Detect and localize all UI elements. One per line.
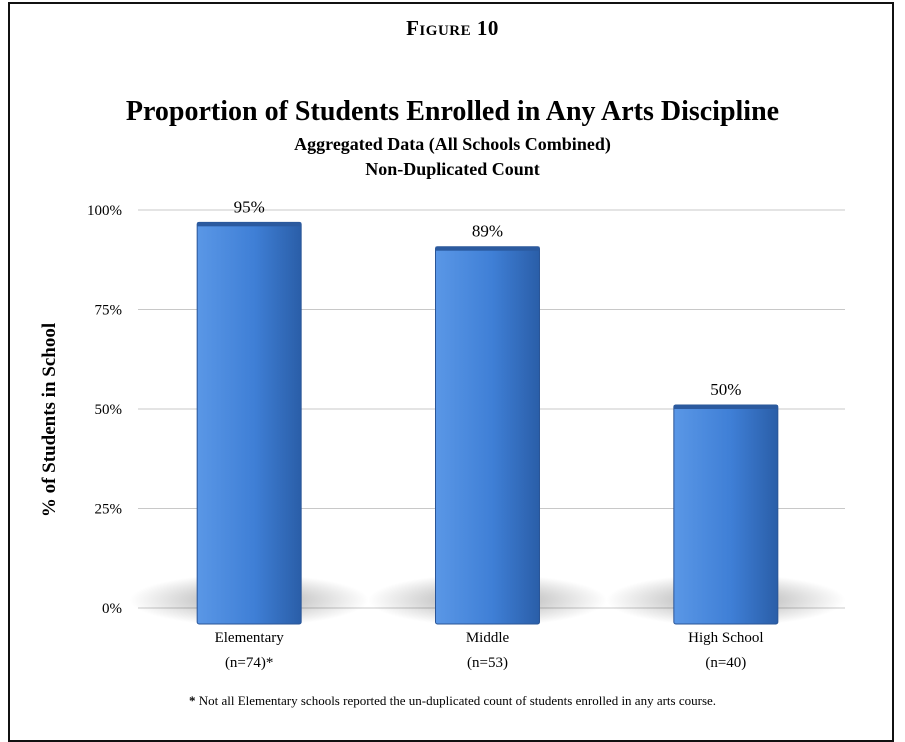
- footnote-marker: *: [188, 693, 196, 708]
- figure-label: Figure 10: [406, 16, 499, 40]
- y-tick-label: 25%: [95, 502, 123, 518]
- bar-top: [435, 246, 540, 251]
- data-label: 95%: [234, 197, 265, 216]
- bar: [435, 246, 540, 625]
- y-tick-label: 75%: [95, 303, 123, 319]
- x-tick-note: (n=74)*: [225, 655, 273, 671]
- chart-subtitle-2: Non-Duplicated Count: [365, 159, 540, 179]
- data-label: 50%: [710, 380, 741, 399]
- x-tick-note: (n=53): [467, 655, 508, 671]
- bar-top: [197, 222, 302, 227]
- bar: [196, 221, 302, 625]
- bar-top: [673, 405, 778, 410]
- footnote: * Not all Elementary schools reported th…: [0, 693, 905, 709]
- bar: [673, 404, 779, 625]
- x-tick-label: High School: [688, 630, 763, 646]
- y-tick-label: 0%: [102, 601, 122, 617]
- y-tick-label: 100%: [87, 203, 122, 219]
- x-tick-label: Middle: [466, 630, 510, 646]
- footnote-text: Not all Elementary schools reported the …: [198, 693, 717, 708]
- x-tick-note: (n=40): [705, 655, 746, 671]
- y-tick-label: 50%: [95, 402, 123, 418]
- x-tick-label: Elementary: [215, 630, 285, 646]
- data-label: 89%: [472, 222, 503, 241]
- chart-subtitle-1: Aggregated Data (All Schools Combined): [294, 134, 611, 154]
- chart-title: Proportion of Students Enrolled in Any A…: [125, 96, 780, 127]
